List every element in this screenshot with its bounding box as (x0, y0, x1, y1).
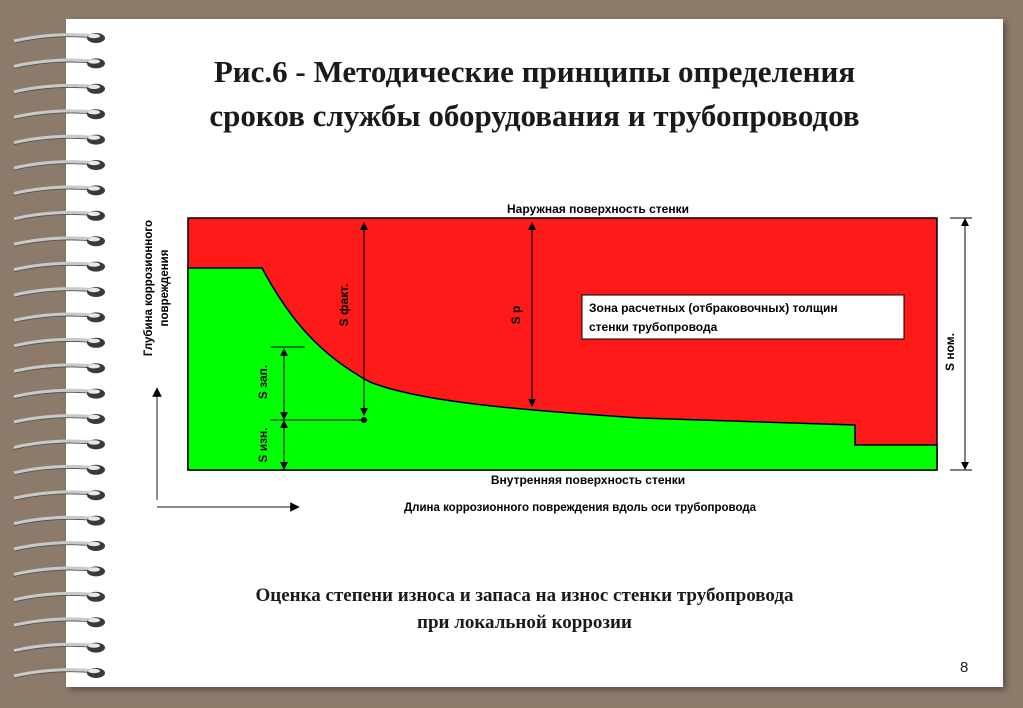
spiral-ring-icon (13, 490, 105, 501)
spiral-ring-icon (13, 312, 105, 323)
caption-line-2: при локальной коррозии (417, 612, 632, 633)
spiral-ring-icon (13, 287, 105, 298)
spiral-ring-icon (13, 668, 105, 679)
s-izn-label: S изн. (256, 427, 270, 462)
spiral-ring-icon (13, 642, 105, 654)
spiral-ring-icon (13, 363, 105, 374)
inner-surface-label: Внутренняя поверхность стенки (491, 473, 685, 487)
spiral-ring-icon (13, 591, 105, 603)
caption-line-1: Оценка степени износа и запаса на износ … (255, 585, 794, 606)
spiral-ring-icon (13, 515, 105, 527)
spiral-ring-icon (13, 83, 105, 95)
s-nom-label: S ном. (943, 333, 957, 371)
zone-label-box (581, 294, 905, 340)
spiral-ring-icon (13, 541, 105, 552)
y-axis-label-line-1: Глубина коррозионного (143, 220, 155, 356)
x-axis-label: Длина коррозионного повреждения вдоль ос… (404, 502, 757, 514)
spiral-ring-icon (13, 58, 105, 69)
spiral-ring-icon (13, 185, 105, 196)
spiral-ring-icon (13, 261, 105, 273)
spiral-ring-icon (13, 134, 105, 146)
slide-caption: Оценка степени износа и запаса на износ … (66, 582, 983, 636)
spiral-ring-icon (13, 160, 105, 171)
slide-title: Рис.6 - Методические принципы определени… (66, 50, 1003, 138)
spiral-ring-icon (13, 566, 105, 577)
spiral-ring-icon (13, 236, 105, 247)
spiral-ring-icon (13, 617, 105, 628)
title-line-2: сроков службы оборудования и трубопровод… (209, 98, 860, 133)
spiral-ring-icon (13, 337, 105, 349)
s-r-label: S р (509, 306, 523, 325)
spiral-binding-icon (13, 33, 105, 679)
title-line-1: Рис.6 - Методические принципы определени… (213, 54, 856, 89)
spiral-ring-icon (13, 33, 105, 44)
spiral-ring-icon (13, 414, 105, 425)
remaining-wall-zone (187, 267, 938, 471)
s-fact-label: S факт. (337, 284, 351, 327)
spiral-ring-icon (13, 210, 105, 222)
spiral-ring-icon (13, 109, 105, 120)
page-number: 8 (960, 659, 969, 676)
measurement-point (361, 417, 367, 423)
s-zap-label: S зап. (256, 365, 270, 399)
spiral-ring-icon (13, 388, 105, 400)
spiral-ring-icon (13, 439, 105, 450)
outer-surface-label: Наружная поверхность стенки (507, 202, 689, 216)
spiral-ring-icon (13, 464, 105, 476)
zone-label-line-1: Зона расчетных (отбраковочных) толщин (589, 301, 838, 315)
zone-label-line-2: стенки трубопровода (589, 320, 718, 334)
y-axis-label-line-2: повреждения (159, 250, 171, 327)
